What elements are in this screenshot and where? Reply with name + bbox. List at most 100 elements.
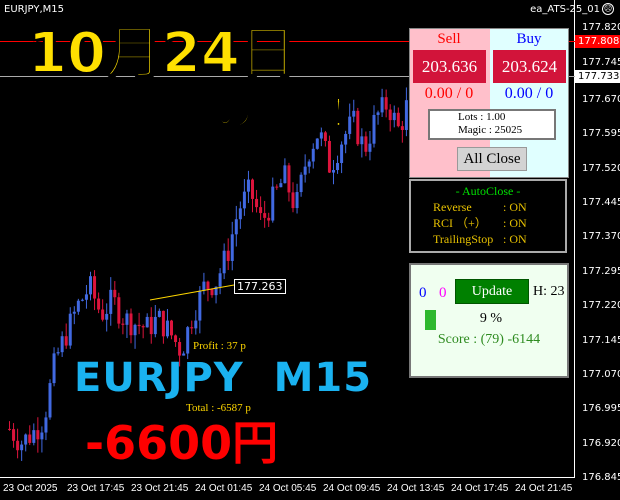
autoclose-label: Reverse (433, 200, 472, 214)
score: Score : (79) -6144 (437, 332, 541, 347)
autoclose-label: RCI （+） (433, 216, 487, 230)
autoclose-value: : ON (503, 200, 527, 214)
candle-body (174, 335, 178, 343)
candle-body (113, 289, 117, 298)
autoclose-title: - AutoClose - (455, 184, 521, 198)
buy-button[interactable]: 203.624 (493, 50, 566, 83)
frown-face-icon: ☹ (602, 3, 614, 15)
candle-body (238, 208, 242, 220)
time-tick: 24 Oct 13:45 (387, 483, 445, 494)
ea-name: ea_ATS-25_01 (530, 4, 600, 15)
candle-body (28, 434, 32, 443)
price-tick: 177.445 (582, 197, 620, 208)
candle-body (336, 163, 340, 171)
candle-body (145, 316, 149, 328)
autoclose-label: TrailingStop (433, 232, 494, 246)
candle-body (299, 174, 303, 193)
price-tick: 176.995 (582, 403, 620, 415)
candle-body (186, 327, 190, 354)
candle-body (384, 97, 388, 110)
candle-body (105, 313, 109, 320)
candle-body (259, 207, 263, 214)
candle-body (64, 336, 68, 346)
count-blue: 0 (419, 285, 427, 301)
candle-body (60, 336, 64, 353)
candle-body (44, 417, 48, 433)
candle-body (8, 428, 11, 430)
time-tick: 23 Oct 2025 (3, 483, 58, 494)
price-tick: 176.920 (582, 437, 620, 449)
candle-body (182, 353, 186, 356)
price-tick: 177.145 (582, 334, 620, 346)
candle-body (267, 217, 271, 221)
candle-body (372, 114, 376, 144)
all-close-button[interactable]: All Close (457, 147, 527, 171)
ask-line (0, 41, 575, 42)
candle-body (97, 298, 101, 310)
time-tick: 23 Oct 17:45 (67, 483, 125, 494)
price-tick: 177.070 (582, 369, 620, 380)
candle-body (340, 144, 344, 164)
price-tick: 177.670 (582, 93, 620, 105)
candle-body (32, 430, 36, 443)
candle-body (271, 186, 275, 221)
candle-body (12, 429, 16, 441)
candle-body (194, 320, 198, 329)
candle-body (396, 112, 400, 127)
candle-body (303, 166, 307, 175)
candle-body (332, 170, 335, 173)
progress-bar (425, 310, 436, 330)
pair-timeframe: EURJPY M15 (74, 355, 373, 401)
candle-body (84, 294, 88, 300)
sell-header: Sell (437, 31, 461, 47)
candle-body (242, 191, 246, 209)
trade-panel: Sell Buy 203.636 203.624 0.00 / 0 0.00 /… (409, 28, 569, 178)
candle-body (311, 148, 315, 162)
price-tick: 176.845 (582, 472, 620, 484)
price-tick: 177.820 (582, 22, 620, 33)
price-tick: 177.520 (582, 162, 620, 174)
candle-body (72, 311, 76, 314)
progress-label: 9 % (479, 311, 503, 326)
candle-body (323, 132, 327, 141)
trade-total: Total : -6587 p (186, 402, 251, 414)
candle-body (101, 309, 105, 320)
candle-body (80, 299, 84, 301)
sell-button[interactable]: 203.636 (413, 50, 486, 83)
candle-body (291, 192, 295, 209)
title-suffix: の結果！ (214, 91, 368, 135)
candle-body (24, 434, 28, 445)
candle-body (360, 136, 364, 145)
candle-body (364, 136, 368, 152)
price-tick: 177.370 (582, 231, 620, 243)
candle-body (279, 183, 283, 188)
candle-body (141, 326, 145, 328)
buy-header: Buy (516, 31, 542, 47)
symbol-label: EURJPY,M15 (4, 4, 64, 15)
autoclose-value: : ON (503, 232, 527, 246)
time-tick: 24 Oct 17:45 (451, 483, 509, 494)
lots-magic-box[interactable]: Lots : 1.00 Magic : 25025 (428, 109, 556, 140)
time-tick: 24 Oct 09:45 (323, 483, 381, 494)
time-tick: 24 Oct 05:45 (259, 483, 317, 494)
candle-body (165, 320, 169, 337)
lots-value: Lots : 1.00 (458, 111, 506, 123)
candle-body (129, 313, 133, 336)
candle-body (263, 213, 267, 218)
h-value: H: 23 (533, 284, 565, 299)
bid-line (0, 76, 575, 77)
candle-body (210, 289, 214, 296)
candle-body (392, 112, 396, 121)
candle-body (36, 430, 40, 440)
candle-body (198, 290, 202, 321)
candle-body (68, 313, 72, 346)
candle-body (380, 97, 384, 113)
trendline (149, 284, 235, 301)
price-tick: 177.595 (582, 128, 620, 140)
candle-body (251, 179, 254, 199)
candlestick-chart[interactable] (0, 0, 575, 477)
candle-body (404, 100, 408, 130)
update-button[interactable]: Update (455, 279, 529, 304)
candle-body (170, 320, 173, 336)
trendline-label: 177.263 (234, 279, 286, 294)
